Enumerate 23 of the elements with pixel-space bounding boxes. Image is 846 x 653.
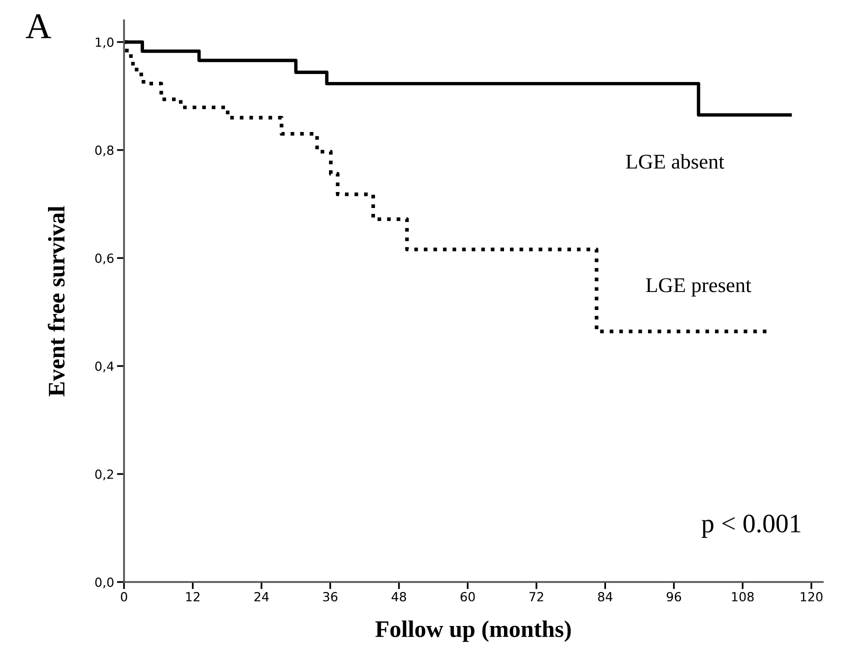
x-tick-label: 24 — [254, 592, 269, 602]
x-tick-label: 48 — [392, 592, 406, 602]
x-tick-label: 72 — [530, 592, 544, 602]
x-tick-label: 96 — [666, 592, 682, 602]
y-tick-label: 0,6 — [95, 254, 114, 264]
annotation: p < 0.001 — [702, 514, 800, 538]
x-tick-label: 12 — [186, 592, 200, 602]
x-tick-label: 36 — [323, 592, 338, 602]
x-tick-label: 108 — [732, 592, 754, 602]
x-axis-title: Follow up (months) — [375, 620, 571, 642]
y-tick-label: 0,8 — [95, 146, 114, 156]
y-tick-label: 0,4 — [95, 362, 114, 372]
chart-title: A — [26, 14, 52, 38]
x-tick-label: 0 — [120, 592, 128, 602]
x-tick-label: 84 — [598, 592, 612, 602]
y-tick-label: 1,0 — [96, 38, 114, 48]
y-tick-label: 0,0 — [95, 577, 114, 588]
series-label: LGE absent — [626, 154, 724, 169]
y-axis-title: Event free survival — [48, 206, 65, 396]
x-tick-label: 120 — [800, 592, 822, 602]
y-tick-label: 0,2 — [95, 469, 114, 480]
x-tick-label: 60 — [460, 592, 475, 602]
series-label: LGE present — [646, 278, 752, 296]
